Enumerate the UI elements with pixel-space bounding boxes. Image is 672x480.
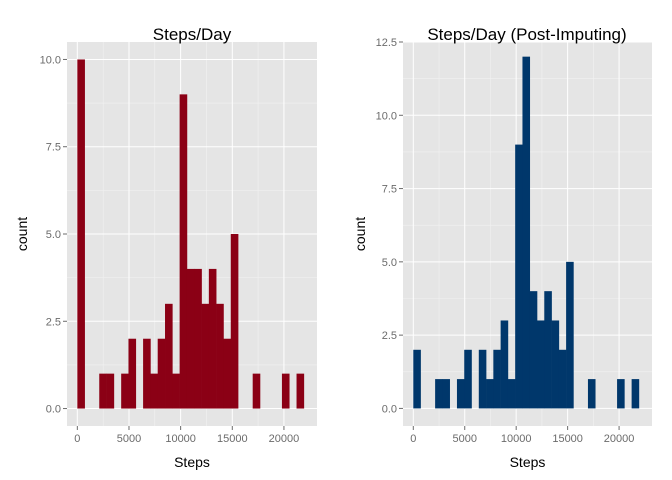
x-tick-label: 5000: [452, 433, 476, 445]
x-tick-label: 20000: [604, 433, 635, 445]
histogram-bar: [486, 379, 494, 409]
histogram-bar: [150, 373, 159, 409]
histogram-bar: [537, 320, 545, 409]
x-tick-label: 10000: [165, 433, 196, 445]
histogram-bar: [442, 379, 450, 409]
histogram-bar: [128, 338, 137, 409]
histogram-bar: [172, 373, 180, 409]
histogram-bar: [522, 56, 531, 409]
histogram-bar: [296, 373, 305, 409]
x-tick-label: 15000: [217, 433, 248, 445]
histogram-bar: [558, 349, 567, 409]
y-tick-label: 7.5: [382, 184, 397, 196]
histogram-bar: [165, 303, 173, 409]
histogram-bar: [464, 349, 472, 409]
histogram-bar: [281, 373, 290, 409]
histogram-bar: [186, 268, 195, 409]
histogram-bar: [413, 349, 421, 409]
y-tick-label: 0.0: [46, 404, 61, 416]
histogram-bar: [77, 59, 85, 409]
chart-title: Steps/Day: [153, 25, 232, 44]
histogram-bar: [201, 303, 210, 409]
x-tick-label: 0: [410, 433, 416, 445]
histogram-bar: [566, 261, 574, 409]
histogram-bar: [507, 379, 516, 409]
histogram-bar: [551, 320, 560, 409]
y-axis: 0.0 2.5 5.0 7.5 10.0: [40, 54, 67, 416]
histogram-bars: [413, 56, 640, 409]
histogram-bar: [179, 94, 188, 409]
y-tick-label: 5.0: [46, 229, 61, 241]
y-tick-label: 10.0: [40, 54, 61, 66]
histogram-bar: [194, 268, 202, 409]
y-axis: 0.0 2.5 5.0 7.5 10.0 12.5: [376, 37, 403, 415]
x-tick-label: 0: [74, 433, 80, 445]
histogram-bar: [143, 338, 151, 409]
histogram-bar: [252, 373, 261, 409]
chart-title: Steps/Day (Post-Imputing): [427, 25, 626, 44]
histogram-bar: [157, 338, 166, 409]
histogram-bar: [515, 144, 523, 409]
gridlines: [403, 41, 652, 426]
histogram-bar: [631, 379, 640, 409]
x-axis: 0 5000 10000 15000 20000: [74, 426, 299, 445]
y-tick-label: 10.0: [376, 110, 397, 122]
histogram-bar: [208, 268, 217, 409]
histogram-bar: [106, 373, 115, 409]
histogram-bar: [230, 234, 239, 409]
chart-panel-2: 0 5000 10000 15000 20000 0.0 2.5 5.0 7.5 10.0 12.5…: [352, 25, 652, 470]
histogram-bar: [99, 373, 107, 409]
histogram-bar: [121, 373, 129, 409]
x-axis-title: Steps: [510, 454, 546, 470]
y-tick-label: 2.5: [382, 330, 397, 342]
x-tick-label: 10000: [501, 433, 532, 445]
x-tick-label: 5000: [117, 433, 141, 445]
histogram-bar: [500, 320, 509, 409]
y-tick-label: 5.0: [382, 257, 397, 269]
histogram-bar: [223, 338, 232, 409]
histogram-bar: [617, 379, 625, 409]
histogram-bar: [493, 349, 501, 409]
x-axis: 0 5000 10000 15000 20000: [410, 426, 634, 445]
histogram-bar: [456, 379, 465, 409]
chart-panel-1: 0 5000 10000 15000 20000 0.0 2.5 5.0 7.5 10.0 Step…: [14, 25, 317, 470]
histogram-bar: [587, 379, 596, 409]
histogram-bar: [435, 379, 443, 409]
histogram-bar: [478, 349, 487, 409]
histogram-bars: [77, 59, 305, 409]
y-axis-title: count: [14, 217, 30, 251]
histogram-bar: [216, 303, 224, 409]
x-tick-label: 15000: [552, 433, 583, 445]
y-tick-label: 0.0: [382, 403, 397, 415]
y-tick-label: 12.5: [376, 37, 397, 49]
x-axis-title: Steps: [174, 454, 210, 470]
y-tick-label: 2.5: [46, 316, 61, 328]
histogram-bar: [544, 291, 552, 409]
y-tick-label: 7.5: [46, 142, 61, 154]
histogram-bar: [529, 291, 538, 409]
x-tick-label: 20000: [269, 433, 300, 445]
y-axis-title: count: [352, 217, 368, 251]
